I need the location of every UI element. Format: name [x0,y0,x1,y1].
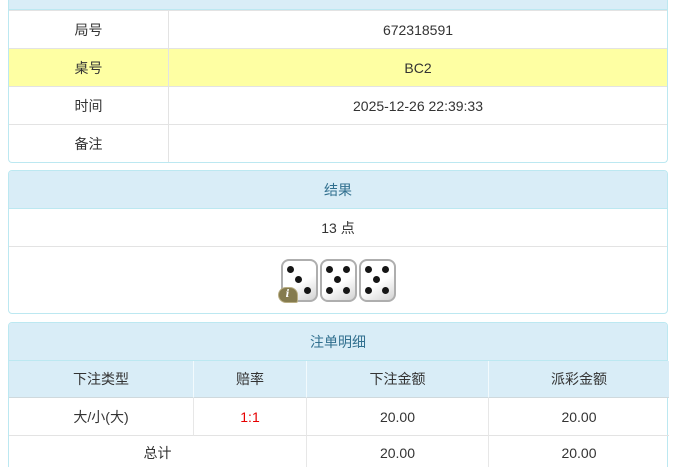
die-pip [326,286,334,294]
table-row: 局号 672318591 [9,10,667,48]
result-panel: 结果 13 点 i [8,170,668,314]
bet-details-title: 注单明细 [9,323,667,361]
total-bet-amount: 20.00 [307,436,489,467]
game-info-panel-header [9,0,667,10]
die-pip [295,276,303,284]
table-id-label: 桌号 [9,49,169,86]
col-bet-type: 下注类型 [9,361,194,398]
col-odds: 赔率 [194,361,307,398]
col-bet-amount: 下注金额 [307,361,489,398]
table-row-highlighted: 桌号 BC2 [9,48,667,86]
die-pip [334,276,342,284]
info-icon[interactable]: i [277,286,298,303]
time-value: 2025-12-26 22:39:33 [353,97,483,114]
die-pip [287,266,295,274]
die-pip [326,266,334,274]
bet-details-panel: 注单明细 下注类型 赔率 下注金额 派彩金额 大/小(大) 1:1 20.00 … [8,322,669,467]
round-id-label: 局号 [9,11,169,48]
die-3 [358,258,396,302]
odds-value: 1:1 [194,398,307,436]
total-label: 总计 [9,436,307,467]
die-pip [365,286,373,294]
result-panel-title: 结果 [9,171,667,209]
die-pip [373,276,381,284]
table-row: 备注 [9,124,667,162]
total-row: 总计 20.00 20.00 [9,436,667,467]
die-pip [303,286,311,294]
die-1: i [277,258,318,303]
bet-type-value: 大/小(大) [9,398,194,436]
payout-value: 20.00 [489,398,669,436]
die-pip [342,266,350,274]
round-id-value: 672318591 [382,21,454,38]
game-info-panel: 局号 672318591 桌号 BC2 时间 2025-12-26 22:39:… [8,0,668,163]
table-row: 时间 2025-12-26 22:39:33 [9,86,667,124]
remark-label: 备注 [9,125,169,162]
die-pip [381,266,389,274]
bet-amount-value: 20.00 [307,398,489,436]
col-payout: 派彩金额 [489,361,669,398]
die-pip [365,266,373,274]
bets-header-row: 下注类型 赔率 下注金额 派彩金额 [9,361,669,398]
die-2 [319,258,357,302]
dice-row: i [9,247,667,313]
die-pip [342,286,350,294]
die-pip [381,286,389,294]
time-label: 时间 [9,87,169,124]
bet-row: 大/小(大) 1:1 20.00 20.00 [9,398,669,436]
table-id-value: BC2 [404,59,432,76]
result-points: 13 点 [9,209,667,247]
game-result-page: 局号 672318591 桌号 BC2 时间 2025-12-26 22:39:… [8,0,669,467]
total-payout: 20.00 [561,445,597,461]
remark-value [169,125,667,162]
